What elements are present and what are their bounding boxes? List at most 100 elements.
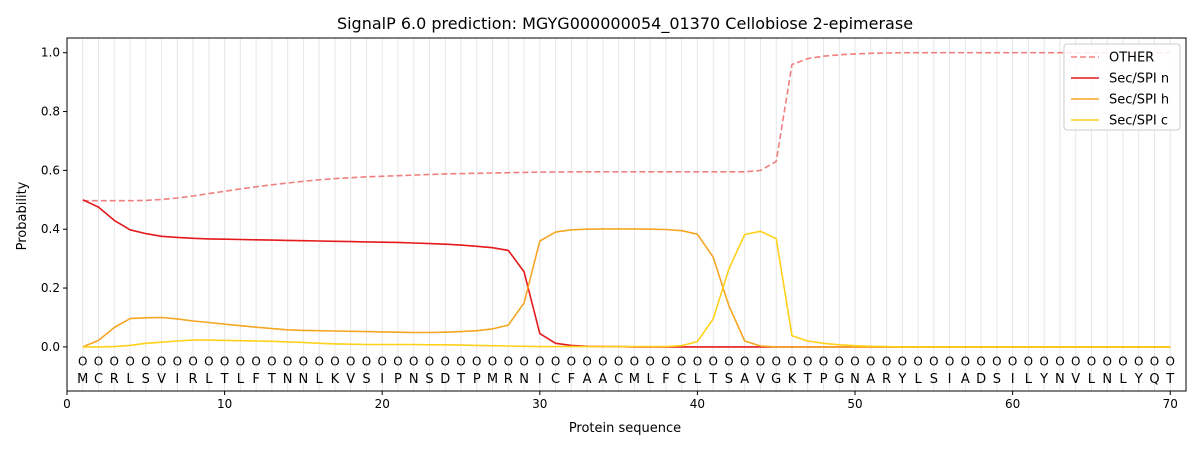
- x-tick-label: 50: [847, 397, 862, 411]
- region-marker: O: [1071, 354, 1080, 368]
- residue-label: M: [629, 372, 640, 387]
- residue-label: L: [1088, 372, 1096, 387]
- residue-label: L: [126, 372, 134, 387]
- legend-label: OTHER: [1109, 51, 1154, 66]
- residue-label: P: [820, 372, 828, 387]
- x-axis-label: Protein sequence: [569, 421, 681, 436]
- residue-label: F: [568, 372, 575, 387]
- series-line-sec-spi-c: [82, 230, 1171, 348]
- residue-label: V: [1071, 372, 1080, 387]
- y-tick-label: 0.8: [41, 105, 60, 119]
- residue-label: L: [205, 372, 213, 387]
- region-marker: O: [551, 354, 560, 368]
- series-line-sec-spi-h: [82, 228, 1171, 348]
- residue-label: N: [283, 372, 293, 387]
- residue-label: A: [866, 372, 875, 387]
- region-marker: O: [125, 354, 134, 368]
- region-marker: O: [456, 354, 465, 368]
- residue-label: C: [614, 372, 623, 387]
- residue-label: F: [252, 372, 259, 387]
- residue-label: T: [1165, 372, 1174, 387]
- residue-label: L: [237, 372, 245, 387]
- region-marker: O: [1039, 354, 1048, 368]
- region-marker: O: [677, 354, 686, 368]
- region-marker: O: [267, 354, 276, 368]
- plot-frame: [66, 37, 1187, 392]
- residue-label: G: [771, 372, 781, 387]
- region-marker: O: [771, 354, 780, 368]
- region-marker: O: [1166, 354, 1175, 368]
- residue-label: S: [930, 372, 938, 387]
- region-marker: O: [78, 354, 87, 368]
- region-marker: O: [992, 354, 1001, 368]
- residue-label: K: [331, 372, 340, 387]
- residue-label: I: [1011, 372, 1015, 387]
- legend-label: Sec/SPI h: [1109, 93, 1169, 108]
- x-tick-label: 40: [690, 397, 705, 411]
- legend-box: [1063, 43, 1181, 131]
- region-marker: O: [346, 354, 355, 368]
- region-marker: O: [866, 354, 875, 368]
- y-tick-label: 1.0: [41, 46, 60, 60]
- region-marker: O: [362, 354, 371, 368]
- residue-label: A: [598, 372, 607, 387]
- residue-label: R: [504, 372, 513, 387]
- y-tick-label: 0.4: [41, 222, 60, 236]
- legend-label: Sec/SPI c: [1109, 114, 1168, 129]
- region-marker: O: [299, 354, 308, 368]
- x-tick-label: 20: [375, 397, 390, 411]
- region-marker: O: [504, 354, 513, 368]
- residue-label: K: [788, 372, 797, 387]
- residue-label: L: [316, 372, 324, 387]
- residue-label: V: [157, 372, 166, 387]
- region-marker: O: [898, 354, 907, 368]
- residue-label: D: [440, 372, 450, 387]
- region-marker: O: [251, 354, 260, 368]
- residue-label: A: [740, 372, 749, 387]
- region-marker: O: [945, 354, 954, 368]
- region-marker: O: [976, 354, 985, 368]
- residue-label: R: [882, 372, 891, 387]
- y-tick-label: 0.6: [41, 163, 60, 177]
- residue-label: V: [346, 372, 355, 387]
- residue-label: N: [519, 372, 529, 387]
- region-marker: O: [787, 354, 796, 368]
- region-marker: O: [630, 354, 639, 368]
- residue-label: I: [175, 372, 179, 387]
- residue-label: A: [961, 372, 970, 387]
- y-tick-label: 0.2: [41, 281, 60, 295]
- region-marker: O: [1102, 354, 1111, 368]
- region-marker: O: [913, 354, 922, 368]
- residue-label: V: [756, 372, 765, 387]
- region-marker: O: [567, 354, 576, 368]
- residue-label: L: [914, 372, 922, 387]
- x-tick-label: 10: [217, 397, 232, 411]
- residue-label: N: [1102, 372, 1112, 387]
- region-marker: O: [693, 354, 702, 368]
- residue-label: I: [538, 372, 542, 387]
- region-marker: O: [724, 354, 733, 368]
- region-marker: O: [598, 354, 607, 368]
- region-marker: O: [1055, 354, 1064, 368]
- residue-label: P: [394, 372, 402, 387]
- residue-label: S: [725, 372, 733, 387]
- residue-label: S: [425, 372, 433, 387]
- region-marker: O: [488, 354, 497, 368]
- residue-label: N: [299, 372, 309, 387]
- residue-label: L: [1119, 372, 1127, 387]
- x-tick-label: 30: [532, 397, 547, 411]
- residue-label: Y: [1039, 372, 1048, 387]
- residue-label: I: [948, 372, 952, 387]
- region-marker: O: [314, 354, 323, 368]
- region-marker: O: [708, 354, 717, 368]
- region-marker: O: [614, 354, 623, 368]
- region-marker: O: [850, 354, 859, 368]
- residue-label: L: [647, 372, 655, 387]
- residue-label: T: [220, 372, 229, 387]
- residue-label: F: [662, 372, 669, 387]
- region-marker: O: [377, 354, 386, 368]
- chart-title: SignalP 6.0 prediction: MGYG000000054_01…: [337, 14, 913, 34]
- region-marker: O: [157, 354, 166, 368]
- region-marker: O: [740, 354, 749, 368]
